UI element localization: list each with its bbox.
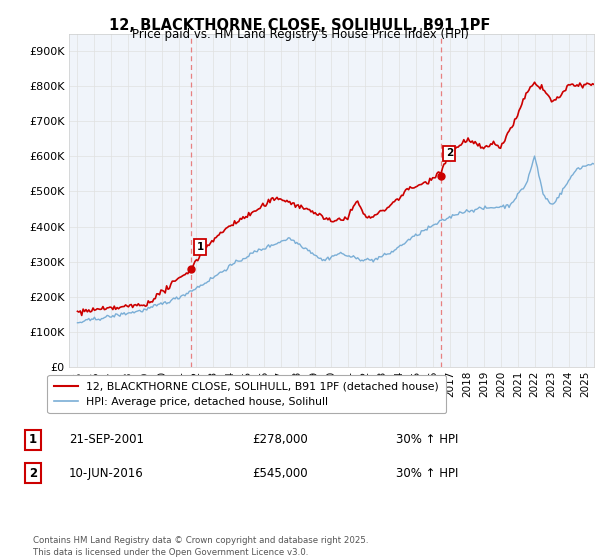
Text: Contains HM Land Registry data © Crown copyright and database right 2025.
This d: Contains HM Land Registry data © Crown c… xyxy=(33,536,368,557)
Text: 1: 1 xyxy=(196,242,203,252)
Text: 30% ↑ HPI: 30% ↑ HPI xyxy=(396,466,458,480)
Text: 30% ↑ HPI: 30% ↑ HPI xyxy=(396,433,458,446)
Text: 12, BLACKTHORNE CLOSE, SOLIHULL, B91 1PF: 12, BLACKTHORNE CLOSE, SOLIHULL, B91 1PF xyxy=(109,18,491,33)
Text: £545,000: £545,000 xyxy=(252,466,308,480)
Text: £278,000: £278,000 xyxy=(252,433,308,446)
Legend: 12, BLACKTHORNE CLOSE, SOLIHULL, B91 1PF (detached house), HPI: Average price, d: 12, BLACKTHORNE CLOSE, SOLIHULL, B91 1PF… xyxy=(47,375,446,413)
Text: 1: 1 xyxy=(29,433,37,446)
Text: 2: 2 xyxy=(446,148,453,158)
Text: 21-SEP-2001: 21-SEP-2001 xyxy=(69,433,144,446)
Text: 10-JUN-2016: 10-JUN-2016 xyxy=(69,466,144,480)
Text: Price paid vs. HM Land Registry's House Price Index (HPI): Price paid vs. HM Land Registry's House … xyxy=(131,28,469,41)
Text: 2: 2 xyxy=(29,466,37,480)
